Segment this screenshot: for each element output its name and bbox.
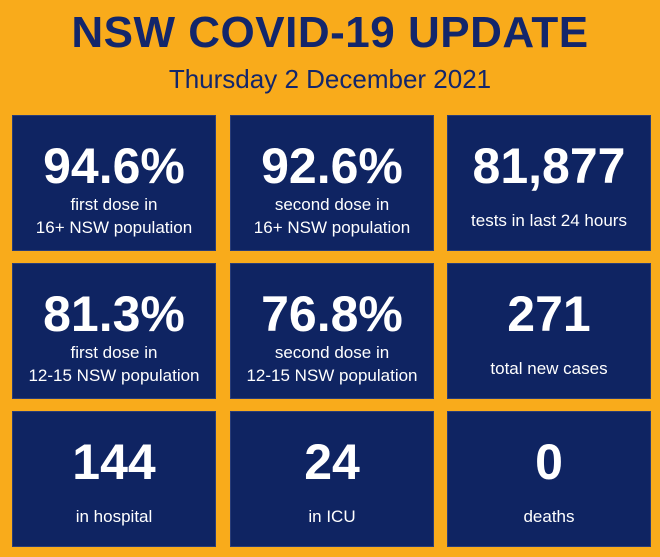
date: Thursday 2 December 2021 <box>168 64 492 94</box>
stat-value: 81.3% <box>43 286 185 342</box>
stat-label: deaths <box>523 507 575 526</box>
stat-label: first dose in <box>70 195 158 214</box>
stat-value: 81,877 <box>472 138 626 194</box>
stat-label: 16+ NSW population <box>35 218 193 237</box>
stat-label: in ICU <box>308 507 356 526</box>
stat-tile: 24 in ICU <box>230 411 434 547</box>
stat-value: 94.6% <box>43 138 185 194</box>
stat-label: total new cases <box>490 359 608 378</box>
stat-label: tests in last 24 hours <box>471 211 627 230</box>
title: NSW COVID-19 UPDATE <box>71 8 589 57</box>
stat-value: 0 <box>535 434 563 490</box>
stat-label: 12-15 NSW population <box>246 366 418 385</box>
stat-value: 24 <box>304 434 360 490</box>
stat-tile: 144 in hospital <box>12 411 216 547</box>
stat-label: 16+ NSW population <box>253 218 411 237</box>
stat-label: second dose in <box>274 343 390 362</box>
stat-value: 76.8% <box>261 286 403 342</box>
stat-label: in hospital <box>75 507 153 526</box>
stat-label: second dose in <box>274 195 390 214</box>
stat-label: first dose in <box>70 343 158 362</box>
stat-tile: 92.6% second dose in 16+ NSW population <box>230 115 434 251</box>
stat-tile: 81.3% first dose in 12-15 NSW population <box>12 263 216 399</box>
stat-label: 12-15 NSW population <box>28 366 200 385</box>
stat-value: 92.6% <box>261 138 403 194</box>
stat-tile: 76.8% second dose in 12-15 NSW population <box>230 263 434 399</box>
stat-tile: 94.6% first dose in 16+ NSW population <box>12 115 216 251</box>
stat-tile: 0 deaths <box>447 411 651 547</box>
stat-tile: 271 total new cases <box>447 263 651 399</box>
stat-value: 144 <box>72 434 156 490</box>
stat-value: 271 <box>507 286 591 342</box>
stat-tile: 81,877 tests in last 24 hours <box>447 115 651 251</box>
